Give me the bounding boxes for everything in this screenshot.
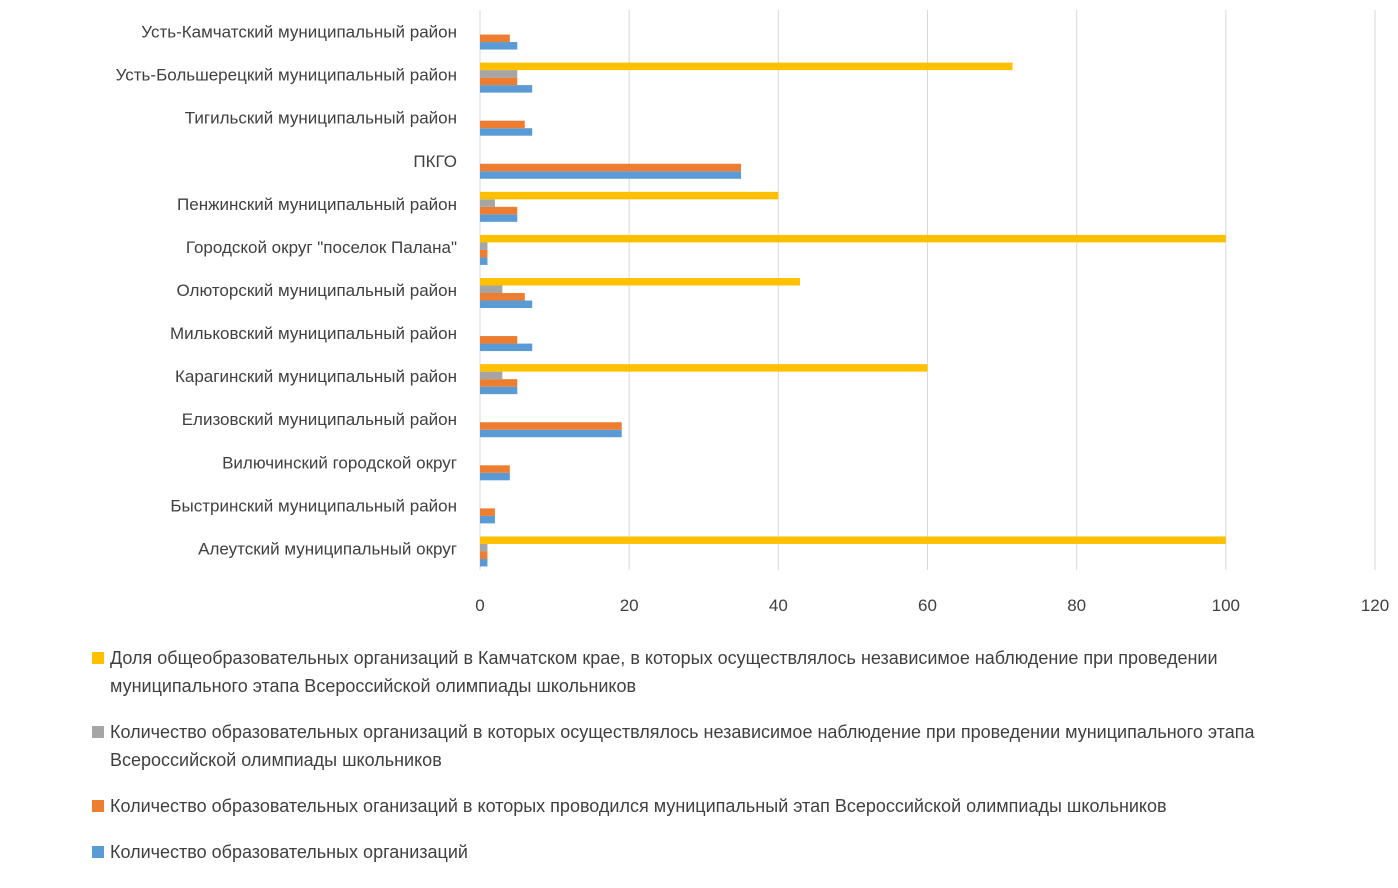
legend-swatch-org-count bbox=[92, 846, 104, 858]
x-tick-label: 120 bbox=[1361, 596, 1389, 615]
bar-series-1-cat-7 bbox=[480, 249, 488, 258]
bar-series-1-cat-12 bbox=[480, 34, 510, 43]
bar-series-1-cat-10 bbox=[480, 120, 525, 129]
bar-series-1-cat-8 bbox=[480, 206, 518, 215]
bar-series-3-cat-8 bbox=[480, 191, 779, 200]
bar-series-3-cat-0 bbox=[480, 536, 1226, 544]
bar-series-0-cat-4 bbox=[480, 386, 518, 395]
bar-series-3-cat-4 bbox=[480, 364, 928, 372]
bar-series-0-cat-7 bbox=[480, 257, 488, 265]
bar-series-1-cat-4 bbox=[480, 379, 518, 387]
bar-series-0-cat-5 bbox=[480, 343, 533, 352]
category-label: Елизовский муниципальный район bbox=[182, 410, 457, 429]
bar-series-2-cat-6 bbox=[480, 285, 503, 293]
x-tick-label: 20 bbox=[620, 596, 639, 615]
legend-item-share: Доля общеобразовательных организаций в К… bbox=[92, 644, 1322, 700]
legend-swatch-olympiad-count bbox=[92, 800, 104, 812]
category-label: Усть-Камчатский муниципальный район bbox=[141, 23, 457, 42]
bar-series-2-cat-7 bbox=[480, 242, 488, 250]
bar-series-0-cat-10 bbox=[480, 128, 533, 136]
bar-series-1-cat-2 bbox=[480, 465, 510, 473]
legend: Доля общеобразовательных организаций в К… bbox=[92, 644, 1322, 884]
x-tick-label: 80 bbox=[1067, 596, 1086, 615]
bar-series-2-cat-0 bbox=[480, 543, 488, 552]
category-label: Усть-Большерецкий муниципальный район bbox=[116, 66, 457, 85]
bar-series-0-cat-2 bbox=[480, 472, 510, 481]
category-label: Карагинский муниципальный район bbox=[175, 367, 457, 386]
bar-series-0-cat-1 bbox=[480, 515, 495, 524]
bar-series-0-cat-11 bbox=[480, 85, 533, 93]
bar-series-1-cat-9 bbox=[480, 163, 742, 172]
category-label: ПКГО bbox=[413, 152, 457, 171]
category-label: Пенжинский муниципальный район bbox=[177, 195, 457, 214]
x-tick-label: 100 bbox=[1212, 596, 1240, 615]
category-label: Быстринский муниципальный район bbox=[170, 496, 457, 515]
legend-item-observed-count: Количество образовательных организаций в… bbox=[92, 718, 1322, 774]
bar-series-3-cat-6 bbox=[480, 278, 800, 286]
bar-series-1-cat-5 bbox=[480, 336, 518, 344]
bar-series-1-cat-1 bbox=[480, 508, 495, 516]
bar-series-0-cat-6 bbox=[480, 300, 533, 308]
category-label: Олюторский муниципальный район bbox=[177, 281, 458, 300]
bar-series-1-cat-0 bbox=[480, 551, 488, 559]
bar-series-1-cat-6 bbox=[480, 293, 525, 301]
legend-label-share: Доля общеобразовательных организаций в К… bbox=[110, 648, 1218, 696]
legend-item-org-count: Количество образовательных организаций bbox=[92, 838, 1322, 866]
bars bbox=[480, 34, 1226, 567]
x-axis-tick-labels: 0 20 40 60 80 100 120 bbox=[475, 596, 1389, 615]
legend-item-olympiad-count: Количество образовательных оганизаций в … bbox=[92, 792, 1322, 820]
bar-series-2-cat-8 bbox=[480, 199, 495, 207]
bar-series-2-cat-11 bbox=[480, 70, 518, 78]
gridlines bbox=[479, 10, 1376, 570]
y-axis-category-labels: Алеутский муниципальный округ Быстринский… bbox=[116, 23, 457, 559]
bar-series-3-cat-11 bbox=[480, 62, 1013, 71]
bar-chart: 0 20 40 60 80 100 120 Алеутский муниципальный … bbox=[116, 10, 1389, 615]
bar-series-2-cat-4 bbox=[480, 371, 503, 380]
bar-series-1-cat-11 bbox=[480, 77, 518, 86]
x-tick-label: 40 bbox=[769, 596, 788, 615]
legend-swatch-share bbox=[92, 652, 104, 664]
bar-series-3-cat-7 bbox=[480, 234, 1226, 243]
bar-series-1-cat-3 bbox=[480, 422, 622, 430]
category-label: Вилючинский городской округ bbox=[222, 453, 457, 472]
legend-swatch-observed-count bbox=[92, 726, 104, 738]
x-tick-label: 60 bbox=[918, 596, 937, 615]
bar-series-0-cat-0 bbox=[480, 558, 488, 567]
legend-label-observed-count: Количество образовательных организаций в… bbox=[110, 722, 1255, 770]
legend-label-olympiad-count: Количество образовательных оганизаций в … bbox=[110, 796, 1167, 816]
bar-series-0-cat-8 bbox=[480, 214, 518, 222]
category-label: Алеутский муниципальный округ bbox=[198, 539, 457, 558]
category-label: Тигильский муниципальный район bbox=[185, 109, 457, 128]
category-label: Городской округ "поселок Палана" bbox=[186, 238, 457, 257]
bar-series-0-cat-12 bbox=[480, 42, 518, 50]
x-tick-label: 0 bbox=[475, 596, 484, 615]
bar-series-0-cat-9 bbox=[480, 171, 742, 179]
legend-label-org-count: Количество образовательных организаций bbox=[110, 842, 468, 862]
bar-series-0-cat-3 bbox=[480, 429, 622, 438]
category-label: Мильковский муниципальный район bbox=[170, 324, 457, 343]
